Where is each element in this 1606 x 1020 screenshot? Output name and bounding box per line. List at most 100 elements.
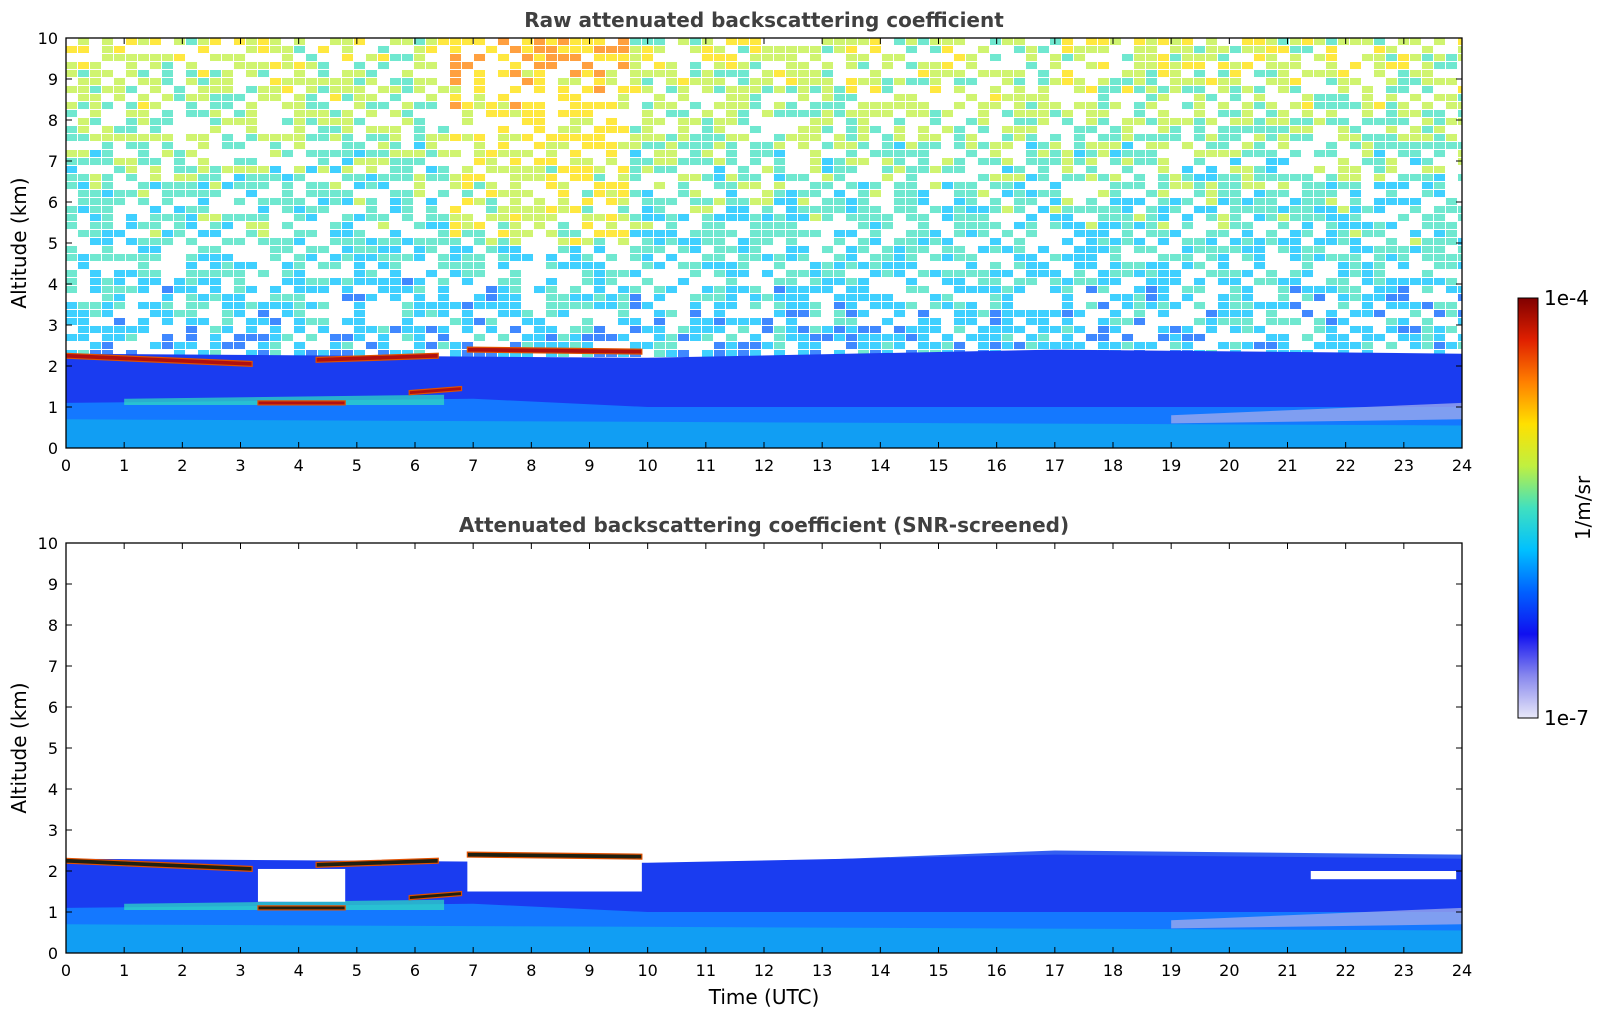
screened-low-cloud-4 (408, 890, 463, 901)
colorbar-unit-label: 1/m/sr (1571, 475, 1595, 540)
raw-y-tick-label: 6 (48, 193, 58, 212)
raw-x-tick-label: 20 (1219, 456, 1239, 475)
raw-x-tick-label: 3 (235, 456, 245, 475)
raw-cloud-layer-2 (466, 346, 643, 355)
screened-x-tick-label: 3 (235, 961, 245, 980)
raw-x-tick-label: 7 (468, 456, 478, 475)
colorbar-max-label: 1e-4 (1544, 286, 1589, 310)
raw-x-tick-label: 18 (1103, 456, 1123, 475)
screened-cloud-layer-2 (466, 851, 643, 860)
screened-y-axis-label: Altitude (km) (7, 682, 31, 813)
screened-x-tick-label: 15 (928, 961, 948, 980)
raw-x-tick-label: 8 (526, 456, 536, 475)
colorbar-min-label: 1e-7 (1544, 706, 1589, 730)
screened-x-tick-label: 1 (119, 961, 129, 980)
screened-panel-title: Attenuated backscattering coefficient (S… (459, 513, 1069, 537)
raw-x-tick-label: 17 (1045, 456, 1065, 475)
screened-x-tick-label: 4 (294, 961, 304, 980)
screened-x-tick-label: 16 (986, 961, 1006, 980)
screened-x-tick-label: 0 (61, 961, 71, 980)
screened-x-tick-label: 8 (526, 961, 536, 980)
raw-x-tick-label: 15 (928, 456, 948, 475)
screened-x-tick-label: 13 (812, 961, 832, 980)
screened-x-tick-label: 17 (1045, 961, 1065, 980)
colorbar: 1e-4 1e-7 1/m/sr (1517, 286, 1595, 730)
raw-low-cloud-3 (257, 400, 346, 406)
screened-y-tick-label: 1 (48, 903, 58, 922)
raw-x-tick-label: 16 (986, 456, 1006, 475)
screened-x-tick-label: 18 (1103, 961, 1123, 980)
x-axis-label: Time (UTC) (708, 985, 820, 1009)
raw-x-ticks: 0 1 2 3 4 5 6 7 8 9 10 11 12 13 14 15 16 17 18 19 20 21 22 23 24 (61, 38, 1472, 475)
raw-x-tick-label: 24 (1452, 456, 1472, 475)
screened-x-tick-label: 12 (754, 961, 774, 980)
raw-backscatter-panel: Raw attenuated backscattering coefficien… (7, 8, 1472, 475)
raw-y-tick-label: 7 (48, 152, 58, 171)
raw-boundary-layer (66, 349, 1462, 448)
screened-x-tick-label: 6 (410, 961, 420, 980)
screened-x-tick-label: 10 (637, 961, 657, 980)
raw-x-tick-label: 10 (637, 456, 657, 475)
raw-y-tick-label: 9 (48, 70, 58, 89)
raw-y-tick-label: 4 (48, 275, 58, 294)
raw-x-tick-label: 23 (1394, 456, 1414, 475)
raw-y-ticks: 0 1 2 3 4 5 6 7 8 9 10 (38, 29, 1462, 458)
screened-y-tick-label: 0 (48, 944, 58, 963)
screened-y-tick-label: 3 (48, 821, 58, 840)
raw-y-tick-label: 5 (48, 234, 58, 253)
raw-x-tick-label: 14 (870, 456, 890, 475)
raw-x-tick-label: 5 (352, 456, 362, 475)
raw-y-tick-label: 1 (48, 398, 58, 417)
screened-x-tick-label: 7 (468, 961, 478, 980)
screened-y-tick-label: 5 (48, 739, 58, 758)
screened-boundary-layer (66, 854, 1462, 953)
screened-y-tick-label: 2 (48, 862, 58, 881)
raw-x-tick-label: 21 (1277, 456, 1297, 475)
raw-x-tick-label: 12 (754, 456, 774, 475)
screened-x-tick-label: 5 (352, 961, 362, 980)
screened-y-tick-label: 8 (48, 616, 58, 635)
raw-cloud-layer-1 (315, 352, 439, 363)
screened-y-tick-label: 7 (48, 657, 58, 676)
raw-noise-field (66, 38, 1462, 357)
raw-x-tick-label: 22 (1335, 456, 1355, 475)
raw-y-tick-label: 0 (48, 439, 58, 458)
raw-x-tick-label: 6 (410, 456, 420, 475)
raw-x-tick-label: 1 (119, 456, 129, 475)
raw-low-cloud-4 (408, 385, 463, 396)
screened-y-tick-label: 9 (48, 575, 58, 594)
raw-y-tick-label: 2 (48, 357, 58, 376)
raw-x-tick-label: 9 (584, 456, 594, 475)
screened-x-tick-label: 9 (584, 961, 594, 980)
raw-y-tick-label: 3 (48, 316, 58, 335)
screened-x-tick-label: 22 (1335, 961, 1355, 980)
screened-heatmap (66, 543, 1462, 953)
screened-x-tick-label: 21 (1277, 961, 1297, 980)
colorbar-scale (1517, 297, 1539, 719)
raw-y-tick-label: 10 (38, 29, 58, 48)
raw-x-tick-label: 11 (696, 456, 716, 475)
raw-x-tick-label: 2 (177, 456, 187, 475)
raw-x-tick-label: 13 (812, 456, 832, 475)
screened-x-tick-label: 19 (1161, 961, 1181, 980)
raw-y-tick-label: 8 (48, 111, 58, 130)
raw-panel-title: Raw attenuated backscattering coefficien… (524, 8, 1004, 32)
screened-y-tick-label: 6 (48, 698, 58, 717)
screened-x-tick-label: 14 (870, 961, 890, 980)
raw-x-tick-label: 19 (1161, 456, 1181, 475)
screened-y-tick-label: 10 (38, 534, 58, 553)
screened-x-tick-label: 23 (1394, 961, 1414, 980)
raw-y-axis-label: Altitude (km) (7, 177, 31, 308)
screened-x-ticks: 0 1 2 3 4 5 6 7 8 9 10 11 12 13 14 15 16 17 18 19 20 21 22 23 24 (61, 543, 1472, 980)
raw-cloud-layer-0 (66, 352, 253, 368)
raw-heatmap (66, 38, 1462, 448)
snr-screened-panel: Attenuated backscattering coefficient (S… (7, 513, 1472, 1009)
screened-cloud-layer-1 (315, 857, 439, 868)
raw-x-tick-label: 0 (61, 456, 71, 475)
screened-y-ticks: 0 1 2 3 4 5 6 7 8 9 10 (38, 534, 1462, 963)
screened-x-tick-label: 11 (696, 961, 716, 980)
screened-x-tick-label: 24 (1452, 961, 1472, 980)
screened-y-tick-label: 4 (48, 780, 58, 799)
screened-x-tick-label: 20 (1219, 961, 1239, 980)
